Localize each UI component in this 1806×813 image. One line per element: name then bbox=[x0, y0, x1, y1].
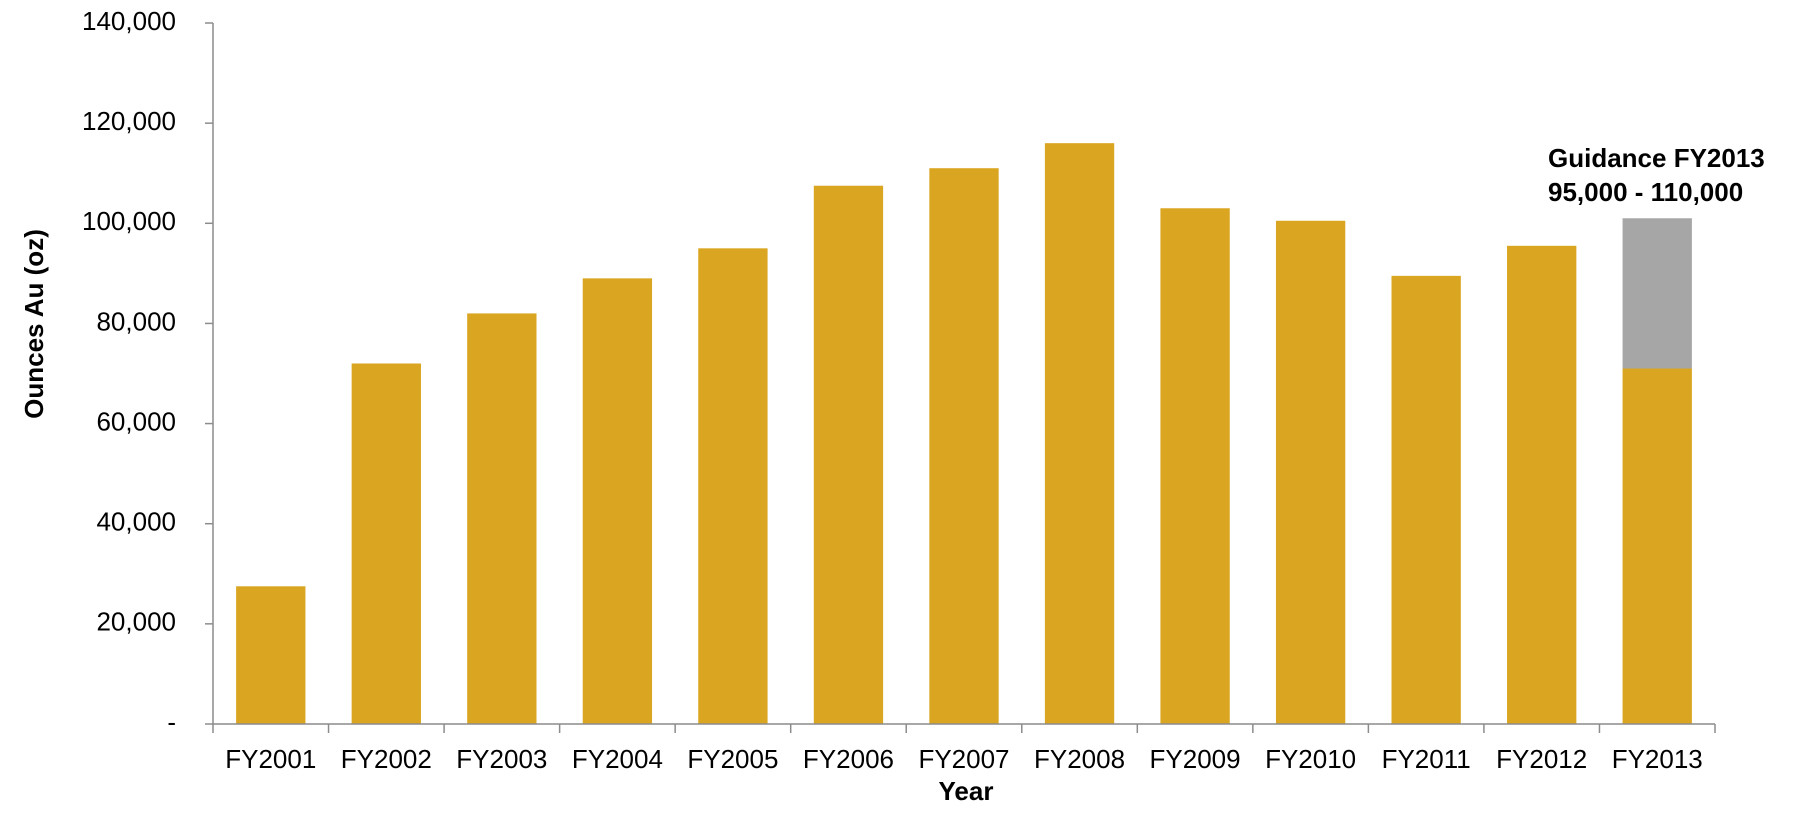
y-tick-label: 40,000 bbox=[96, 507, 176, 537]
x-tick-label: FY2013 bbox=[1612, 744, 1703, 774]
y-ticks-group: - 20,000 40,000 60,000 80,000 100,000 120,000 1… bbox=[82, 6, 213, 737]
x-tick-label: FY2011 bbox=[1382, 744, 1471, 774]
bar-FY2009-segment-0 bbox=[1160, 208, 1230, 724]
y-tick-label: 100,000 bbox=[82, 206, 176, 236]
axes-group bbox=[212, 23, 1715, 725]
bar-FY2006-segment-0 bbox=[813, 185, 884, 724]
bar-FY2005-segment-0 bbox=[698, 248, 768, 725]
bar-FY2008-segment-0 bbox=[1044, 143, 1115, 724]
bar-FY2004-segment-0 bbox=[582, 278, 653, 724]
guidance-annotation-line1: Guidance FY2013 bbox=[1548, 143, 1765, 173]
y-tick-label: 20,000 bbox=[96, 607, 176, 637]
bars-group bbox=[236, 143, 1692, 725]
x-tick-label: FY2005 bbox=[687, 744, 778, 774]
bar-FY2002-segment-0 bbox=[351, 363, 421, 724]
x-tick-label: FY2004 bbox=[572, 744, 663, 774]
x-tick-label: FY2012 bbox=[1496, 744, 1587, 774]
bar-FY2001-segment-0 bbox=[236, 586, 306, 724]
x-tick-label: FY2009 bbox=[1150, 744, 1241, 774]
y-tick-label: 60,000 bbox=[96, 406, 176, 436]
bar-FY2011-segment-0 bbox=[1391, 275, 1461, 724]
bar-FY2003-segment-0 bbox=[467, 313, 537, 724]
bar-FY2010-segment-0 bbox=[1275, 220, 1346, 724]
y-tick-label: 140,000 bbox=[82, 6, 176, 36]
guidance-annotation-line2: 95,000 - 110,000 bbox=[1548, 177, 1743, 207]
x-tick-label: FY2007 bbox=[918, 744, 1009, 774]
bar-FY2012-segment-0 bbox=[1507, 245, 1577, 724]
x-axis-title: Year bbox=[939, 776, 994, 806]
x-tick-label: FY2002 bbox=[341, 744, 432, 774]
x-tick-label: FY2001 bbox=[225, 744, 316, 774]
x-tick-label: FY2008 bbox=[1034, 744, 1125, 774]
x-tick-label: FY2006 bbox=[803, 744, 894, 774]
bar-FY2013-segment-1 bbox=[1622, 218, 1692, 369]
bar-FY2007-segment-0 bbox=[929, 168, 999, 724]
x-tick-label: FY2003 bbox=[456, 744, 547, 774]
y-axis-title: Ounces Au (oz) bbox=[19, 229, 49, 419]
x-ticks-group: FY2001 FY2002 FY2003 FY2004 FY2005 FY2006 FY20… bbox=[212, 724, 1716, 774]
y-tick-label: 80,000 bbox=[96, 306, 176, 336]
y-tick-label: 120,000 bbox=[82, 106, 176, 136]
bar-FY2013-segment-0 bbox=[1622, 368, 1692, 724]
y-tick-label: - bbox=[167, 707, 176, 737]
x-tick-label: FY2010 bbox=[1265, 744, 1356, 774]
